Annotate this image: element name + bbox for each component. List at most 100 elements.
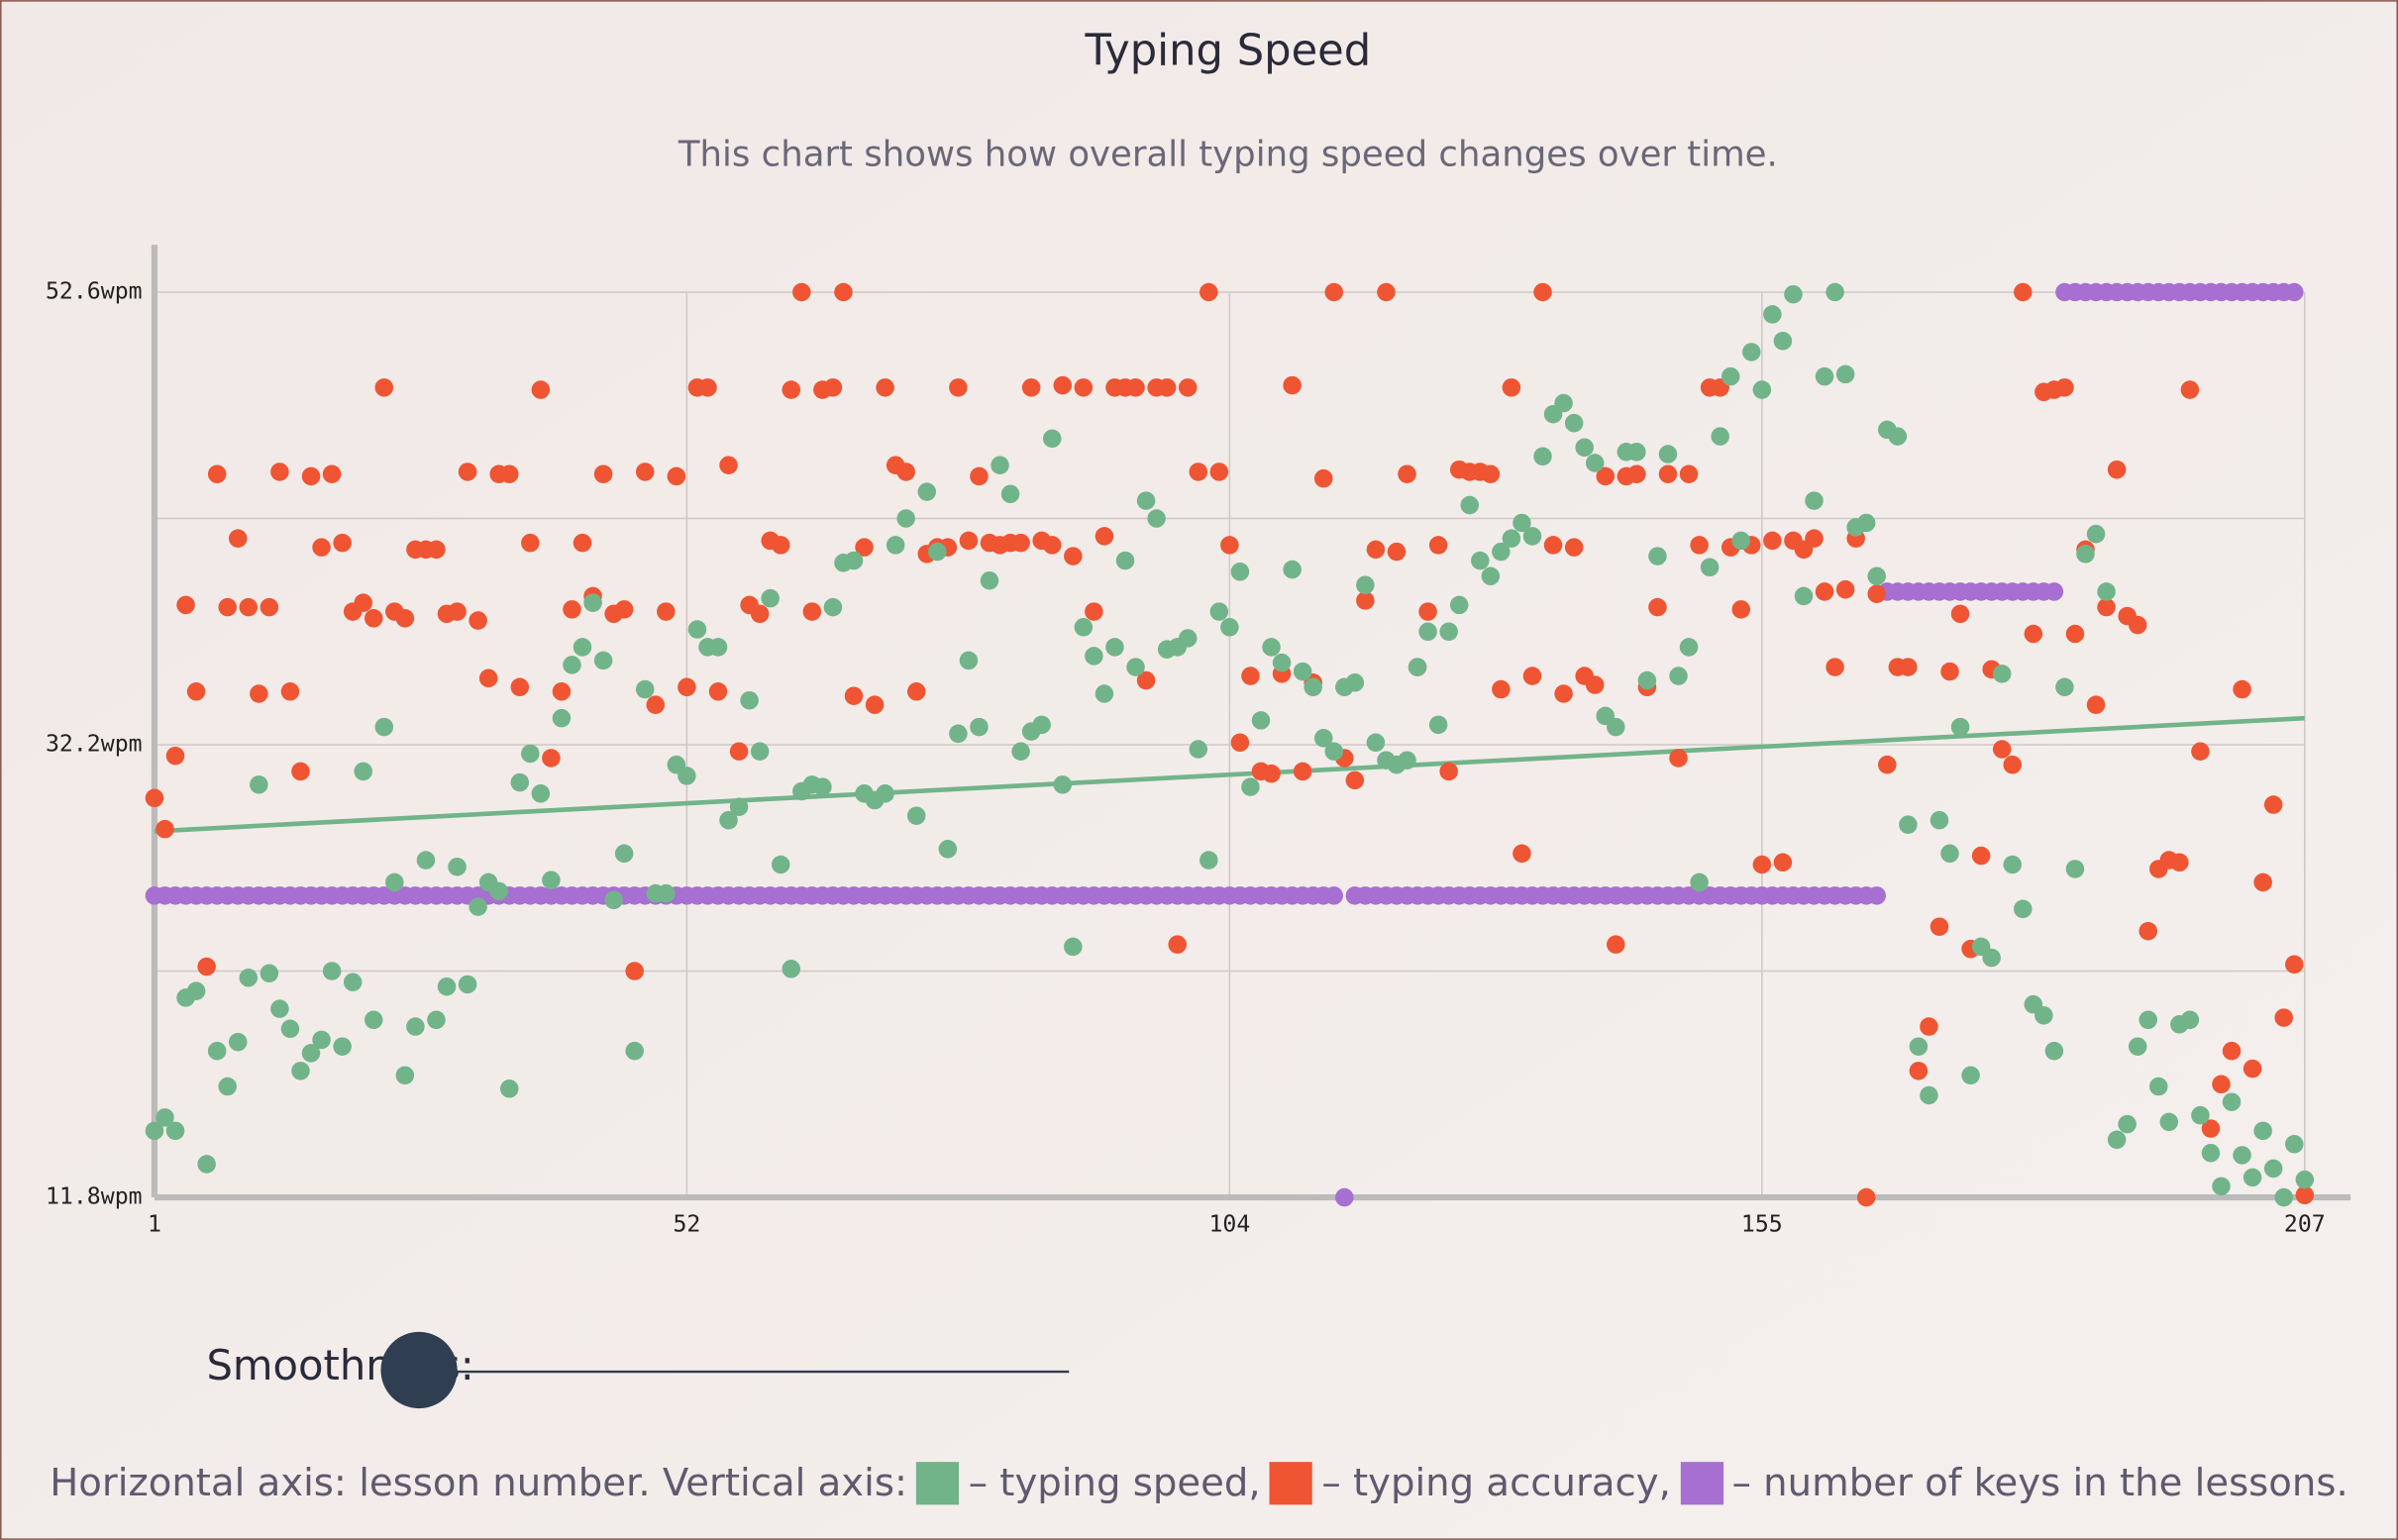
point: [343, 973, 363, 992]
point: [1596, 466, 1616, 486]
point: [197, 957, 216, 976]
point: [364, 1010, 383, 1030]
point: [165, 746, 185, 766]
point: [2097, 597, 2116, 617]
slider-knob[interactable]: [380, 1331, 458, 1409]
point: [1992, 665, 2012, 683]
point: [1032, 715, 1051, 735]
point: [354, 593, 372, 612]
point: [2295, 1185, 2315, 1205]
point: [687, 620, 707, 639]
point: [1940, 662, 1959, 681]
point: [1189, 740, 1208, 759]
point: [1773, 332, 1793, 351]
point: [1533, 282, 1552, 302]
point: [1533, 447, 1552, 466]
point: [1909, 1037, 1929, 1056]
point: [1085, 647, 1103, 666]
point: [844, 551, 864, 570]
point: [1366, 540, 1386, 560]
point: [1679, 464, 1699, 483]
point: [646, 695, 666, 714]
x-tick-label: 207: [2284, 1211, 2326, 1237]
point: [521, 744, 540, 764]
point: [228, 1032, 248, 1052]
plot-area: 11.8wpm 32.2wpm 52.6wpm 1 52 104 155 207: [46, 245, 2351, 1237]
point: [1074, 378, 1094, 397]
point: [1658, 445, 1678, 463]
point: [2065, 624, 2085, 644]
point: [239, 597, 259, 617]
point: [678, 767, 696, 785]
point: [573, 638, 592, 657]
point: [301, 466, 321, 486]
point: [1000, 484, 1020, 504]
point: [813, 777, 832, 796]
point: [1607, 717, 1625, 737]
point: [2253, 873, 2272, 892]
point: [1053, 775, 1073, 794]
point: [1209, 462, 1229, 481]
point: [2014, 899, 2033, 919]
point: [896, 462, 915, 481]
point: [2086, 524, 2106, 544]
point: [552, 681, 572, 701]
point: [1262, 638, 1281, 657]
point: [1492, 679, 1511, 699]
point: [750, 742, 770, 762]
point: [312, 538, 331, 557]
point: [678, 677, 696, 697]
point: [260, 964, 279, 983]
point: [1805, 529, 1824, 548]
point: [1929, 917, 1949, 936]
point: [531, 784, 551, 803]
point: [1168, 935, 1187, 954]
point: [165, 1121, 185, 1141]
point: [563, 656, 581, 674]
point: [1648, 547, 1667, 565]
point: [1439, 762, 1458, 781]
point: [1439, 622, 1458, 642]
point: [949, 724, 968, 744]
point: [2138, 921, 2158, 941]
point: [1700, 558, 1720, 577]
point: [1241, 777, 1260, 796]
point: [1042, 536, 1062, 555]
point: [2014, 282, 2033, 302]
point: [1763, 531, 1782, 551]
point: [1815, 366, 1834, 386]
point: [469, 611, 487, 630]
point: [1481, 566, 1501, 586]
point: [1731, 600, 1751, 619]
point: [1251, 711, 1271, 730]
y-tick-label: 32.2wpm: [46, 732, 143, 758]
point: [1867, 584, 1887, 603]
point: [1899, 658, 1918, 676]
point: [1283, 375, 1302, 395]
point: [2263, 795, 2283, 814]
point: [1230, 733, 1250, 753]
point: [1324, 282, 1344, 302]
point: [657, 883, 676, 903]
point: [374, 378, 394, 397]
point: [573, 533, 592, 553]
point: [1669, 749, 1688, 768]
point: [1950, 604, 1970, 624]
point: [1522, 527, 1542, 546]
point: [1899, 815, 1918, 834]
point: [1920, 1085, 1938, 1105]
point: [1950, 717, 1970, 737]
point: [2055, 378, 2074, 397]
point: [625, 1041, 644, 1061]
point: [1805, 491, 1824, 510]
point: [1471, 551, 1490, 570]
point: [448, 857, 467, 876]
point: [2253, 1121, 2272, 1141]
point: [2212, 1075, 2231, 1094]
point: [1262, 764, 1281, 783]
point: [1867, 566, 1887, 586]
point: [2118, 1114, 2137, 1134]
point: [1377, 282, 1396, 302]
point: [1398, 751, 1416, 770]
point: [2212, 1177, 2231, 1196]
